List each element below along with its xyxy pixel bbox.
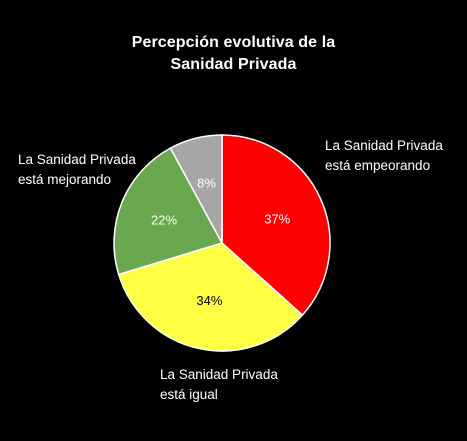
slice-label-empeorando-line-1: La Sanidad Privada [325,138,443,153]
pie-value-labels: 37% 34% 22% 8% [151,175,291,308]
slice-label-mejorando-line-2: está mejorando [18,172,112,187]
pie-slice-mejorando [113,147,224,276]
chart-title-line-1: Percepción evolutiva de la [131,34,336,51]
pie-slice-otros [169,134,223,244]
value-label-empeorando: 37% [264,211,290,226]
chart-title-line-2: Sanidad Privada [170,56,297,73]
pie-slice-empeorando [221,134,331,317]
slice-label-mejorando: La Sanidad Privada está mejorando [18,150,136,190]
slice-label-empeorando-line-2: está empeorando [325,158,431,173]
pie-slices [113,134,331,352]
slice-label-igual-line-1: La Sanidad Privada [160,367,278,382]
slice-label-mejorando-line-1: La Sanidad Privada [18,152,136,167]
pie-slice-igual [117,242,304,352]
value-label-otros: 8% [197,175,216,190]
slice-label-empeorando: La Sanidad Privada está empeorando [325,136,443,176]
value-label-igual: 34% [196,293,222,308]
chart-title: Percepción evolutiva de la Sanidad Priva… [0,32,467,76]
value-label-mejorando: 22% [151,212,177,227]
slice-label-igual: La Sanidad Privada está igual [160,365,278,405]
slice-label-igual-line-2: está igual [160,387,218,402]
